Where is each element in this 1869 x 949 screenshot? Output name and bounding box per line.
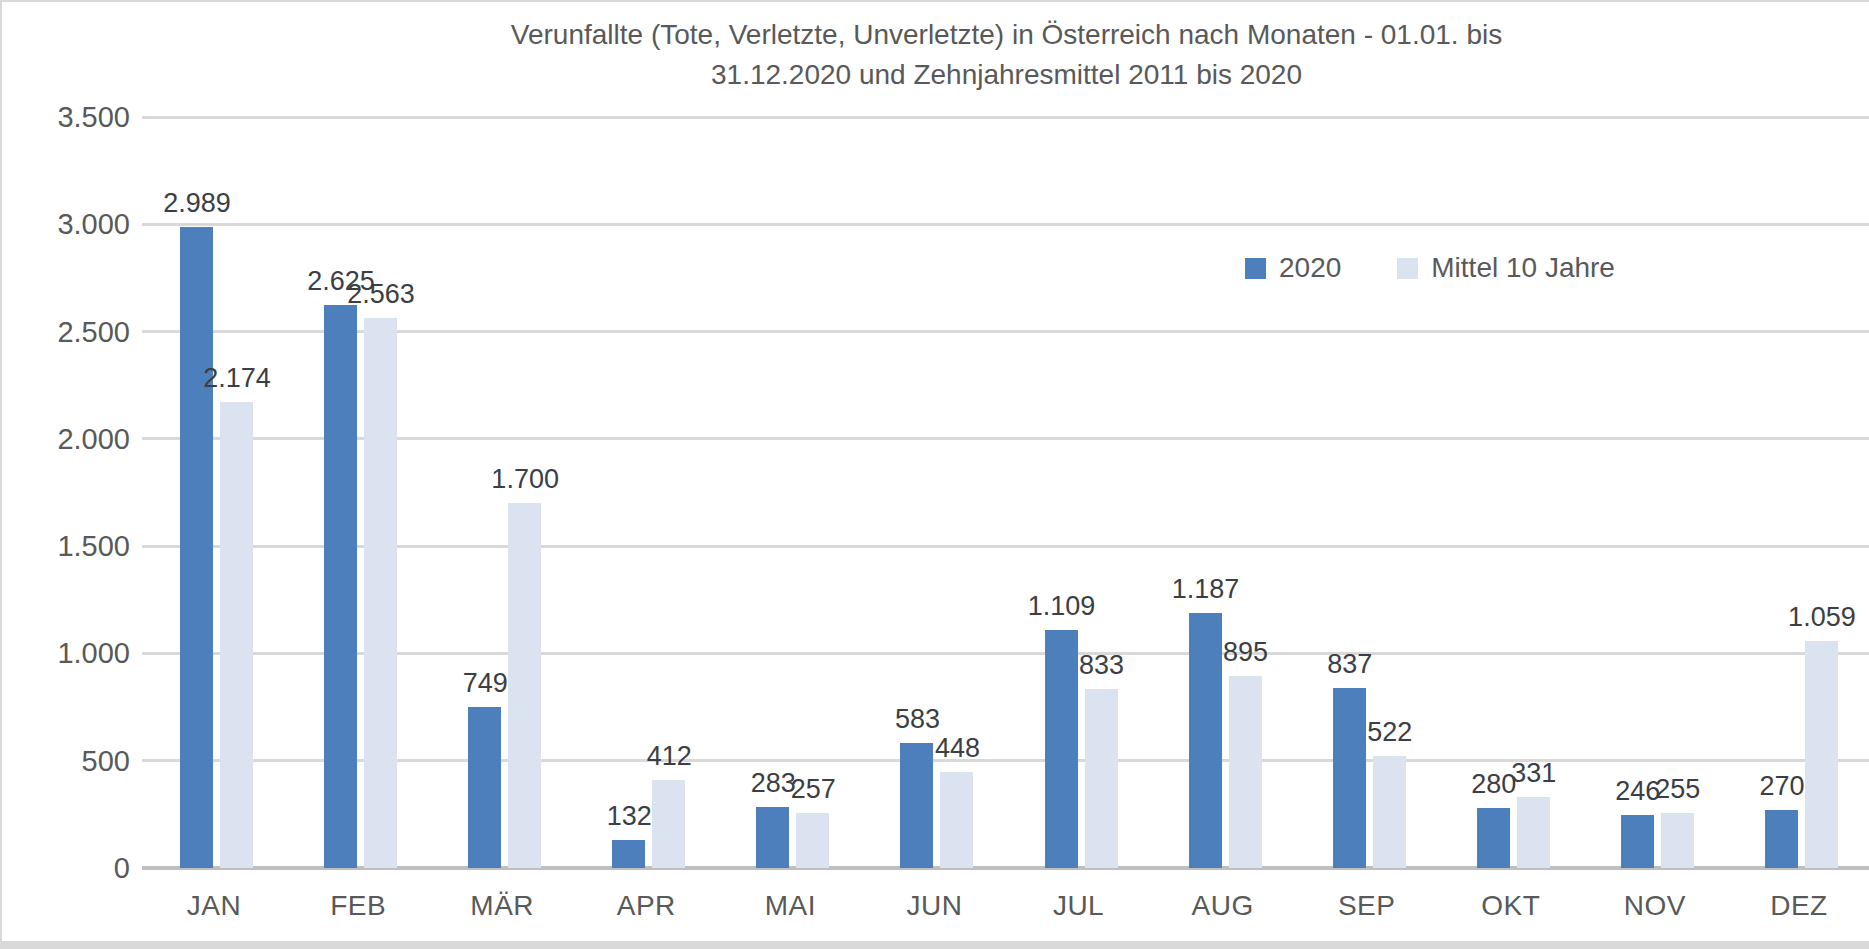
month-group-nov: 246255NOV (1583, 117, 1727, 868)
data-label-mittel-dez: 1.059 (1749, 601, 1869, 633)
y-axis-tick-label: 1.500 (12, 529, 130, 563)
x-axis-label-jun: JUN (862, 890, 1006, 922)
chart-title-line2: 31.12.2020 und Zehnjahresmittel 2011 bis… (142, 55, 1869, 95)
chart-title-line1: Verunfallte (Tote, Verletzte, Unverletzt… (142, 15, 1869, 55)
bar-2020-apr (612, 840, 645, 868)
data-label-mittel-mär: 1.700 (452, 463, 598, 495)
bar-mittel-mai (796, 813, 829, 868)
bar-2020-dez (1765, 810, 1798, 868)
y-axis-tick-label: 2.500 (12, 315, 130, 349)
data-label-2020-jul: 1.109 (989, 590, 1135, 622)
x-axis-label-nov: NOV (1583, 890, 1727, 922)
data-label-mittel-jan: 2.174 (164, 362, 310, 394)
x-axis-label-mär: MÄR (430, 890, 574, 922)
bar-2020-feb (324, 305, 357, 868)
chart-title: Verunfallte (Tote, Verletzte, Unverletzt… (142, 15, 1869, 95)
bar-2020-jan (180, 227, 213, 868)
bar-mittel-jan (220, 402, 253, 868)
data-label-mittel-jun: 448 (884, 732, 1030, 764)
data-label-mittel-sep: 522 (1317, 716, 1463, 748)
y-axis-tick-label: 0 (12, 851, 130, 885)
chart-window: Verunfallte (Tote, Verletzte, Unverletzt… (0, 0, 1869, 949)
month-group-mär: 7491.700MÄR (430, 117, 574, 868)
y-axis-tick-label: 3.500 (12, 100, 130, 134)
bar-mittel-aug (1229, 676, 1262, 868)
bar-2020-mär (468, 707, 501, 868)
month-group-dez: 2701.059DEZ (1727, 117, 1869, 868)
bar-mittel-jun (940, 772, 973, 868)
data-label-2020-dez: 270 (1709, 770, 1855, 802)
data-label-2020-aug: 1.187 (1133, 573, 1279, 605)
data-label-2020-jan: 2.989 (124, 187, 270, 219)
data-label-2020-apr: 132 (556, 800, 702, 832)
month-group-okt: 280331OKT (1439, 117, 1583, 868)
data-label-mittel-feb: 2.563 (308, 278, 454, 310)
x-axis-label-feb: FEB (286, 890, 430, 922)
data-label-2020-sep: 837 (1277, 648, 1423, 680)
y-axis-tick-label: 2.000 (12, 422, 130, 456)
bar-2020-okt (1477, 808, 1510, 868)
bar-mittel-okt (1517, 797, 1550, 868)
x-axis-label-mai: MAI (718, 890, 862, 922)
data-label-mittel-mai: 257 (740, 773, 886, 805)
month-group-jan: 2.9892.174JAN (142, 117, 286, 868)
data-label-mittel-jul: 833 (1029, 649, 1175, 681)
month-group-feb: 2.6252.563FEB (286, 117, 430, 868)
bar-2020-mai (756, 807, 789, 868)
bar-mittel-jul (1085, 689, 1118, 868)
x-axis-label-okt: OKT (1439, 890, 1583, 922)
x-axis-label-sep: SEP (1295, 890, 1439, 922)
month-group-jun: 583448JUN (862, 117, 1006, 868)
x-axis-label-jan: JAN (142, 890, 286, 922)
bar-mittel-dez (1805, 641, 1838, 868)
bar-2020-nov (1621, 815, 1654, 868)
y-axis-tick-label: 1.000 (12, 636, 130, 670)
data-label-2020-jun: 583 (844, 703, 990, 735)
x-axis-label-aug: AUG (1151, 890, 1295, 922)
month-group-sep: 837522SEP (1295, 117, 1439, 868)
x-axis-line (142, 866, 1869, 870)
y-axis-tick-label: 500 (12, 744, 130, 778)
bar-mittel-sep (1373, 756, 1406, 868)
bar-mittel-nov (1661, 813, 1694, 868)
x-axis-label-apr: APR (574, 890, 718, 922)
x-axis-label-jul: JUL (1007, 890, 1151, 922)
y-axis-tick-label: 3.000 (12, 207, 130, 241)
x-axis-label-dez: DEZ (1727, 890, 1869, 922)
month-group-aug: 1.187895AUG (1151, 117, 1295, 868)
bar-mittel-feb (364, 318, 397, 868)
window-bottom-edge (2, 941, 1869, 949)
data-label-2020-mär: 749 (412, 667, 558, 699)
plot-area: 05001.0001.5002.0002.5003.0003.5002.9892… (142, 117, 1869, 868)
